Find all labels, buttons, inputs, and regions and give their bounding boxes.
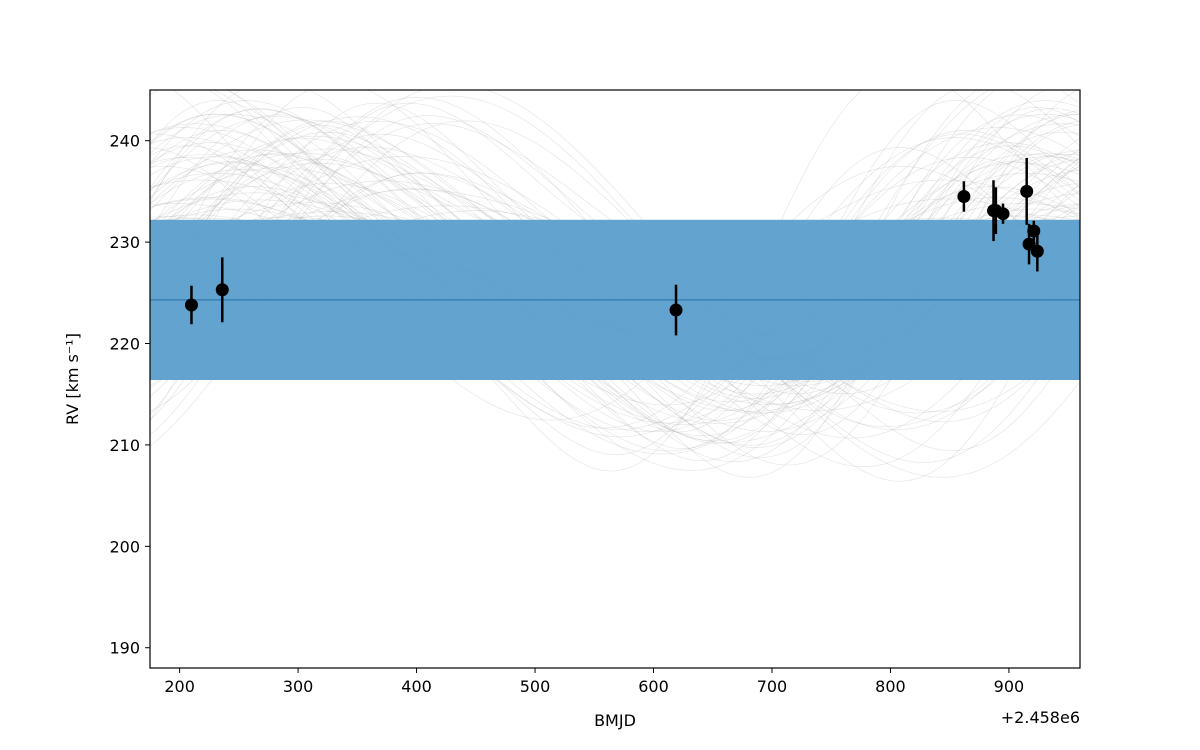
- data-point: [184, 298, 198, 312]
- y-axis-label: RV [km s⁻¹]: [63, 333, 82, 425]
- x-axis-ticks: 200 300 400 500 600 700 800 900: [164, 668, 1024, 696]
- model-curve: [150, 142, 1079, 424]
- model-curve: [150, 145, 1079, 437]
- model-curve: [150, 90, 1080, 431]
- plot-frame: [149, 89, 1081, 669]
- model-curve: [150, 137, 1079, 429]
- model-curve: [227, 90, 996, 444]
- x-axis-label: BMJD: [594, 711, 636, 730]
- x-tick-label: 200: [164, 677, 195, 696]
- x-axis-offset-label: +2.458e6: [1001, 708, 1080, 727]
- x-tick-label: 900: [994, 677, 1025, 696]
- model-curve: [150, 127, 1079, 430]
- data-points: [184, 157, 1044, 336]
- data-point: [215, 283, 229, 297]
- model-curve: [150, 100, 1079, 442]
- model-curve: [150, 95, 1080, 427]
- data-point: [1020, 184, 1034, 198]
- model-curve: [150, 123, 1079, 455]
- x-tick-label: 700: [757, 677, 788, 696]
- x-tick-label: 300: [283, 677, 314, 696]
- model-curve: [150, 100, 1080, 433]
- model-curve: [150, 156, 1079, 438]
- y-tick-label: 200: [109, 537, 140, 556]
- data-point: [996, 207, 1010, 221]
- y-tick-label: 240: [109, 132, 140, 151]
- model-curve: [150, 186, 1079, 406]
- model-curve: [226, 90, 991, 452]
- data-point: [957, 189, 971, 203]
- model-curve: [150, 130, 1079, 432]
- data-point: [669, 303, 683, 317]
- x-tick-label: 600: [638, 677, 669, 696]
- model-curve: [208, 90, 1079, 462]
- x-tick-label: 800: [875, 677, 906, 696]
- y-tick-label: 220: [109, 335, 140, 354]
- x-tick-label: 400: [401, 677, 432, 696]
- x-tick-label: 500: [520, 677, 551, 696]
- model-curve: [150, 90, 1080, 449]
- model-curve: [150, 133, 1079, 433]
- y-axis-ticks: 190 200 210 220 230 240: [109, 132, 150, 658]
- y-tick-label: 190: [109, 639, 140, 658]
- data-point: [1030, 244, 1044, 258]
- y-tick-label: 230: [109, 233, 140, 252]
- y-tick-label: 210: [109, 436, 140, 455]
- rv-band: [150, 219, 1080, 381]
